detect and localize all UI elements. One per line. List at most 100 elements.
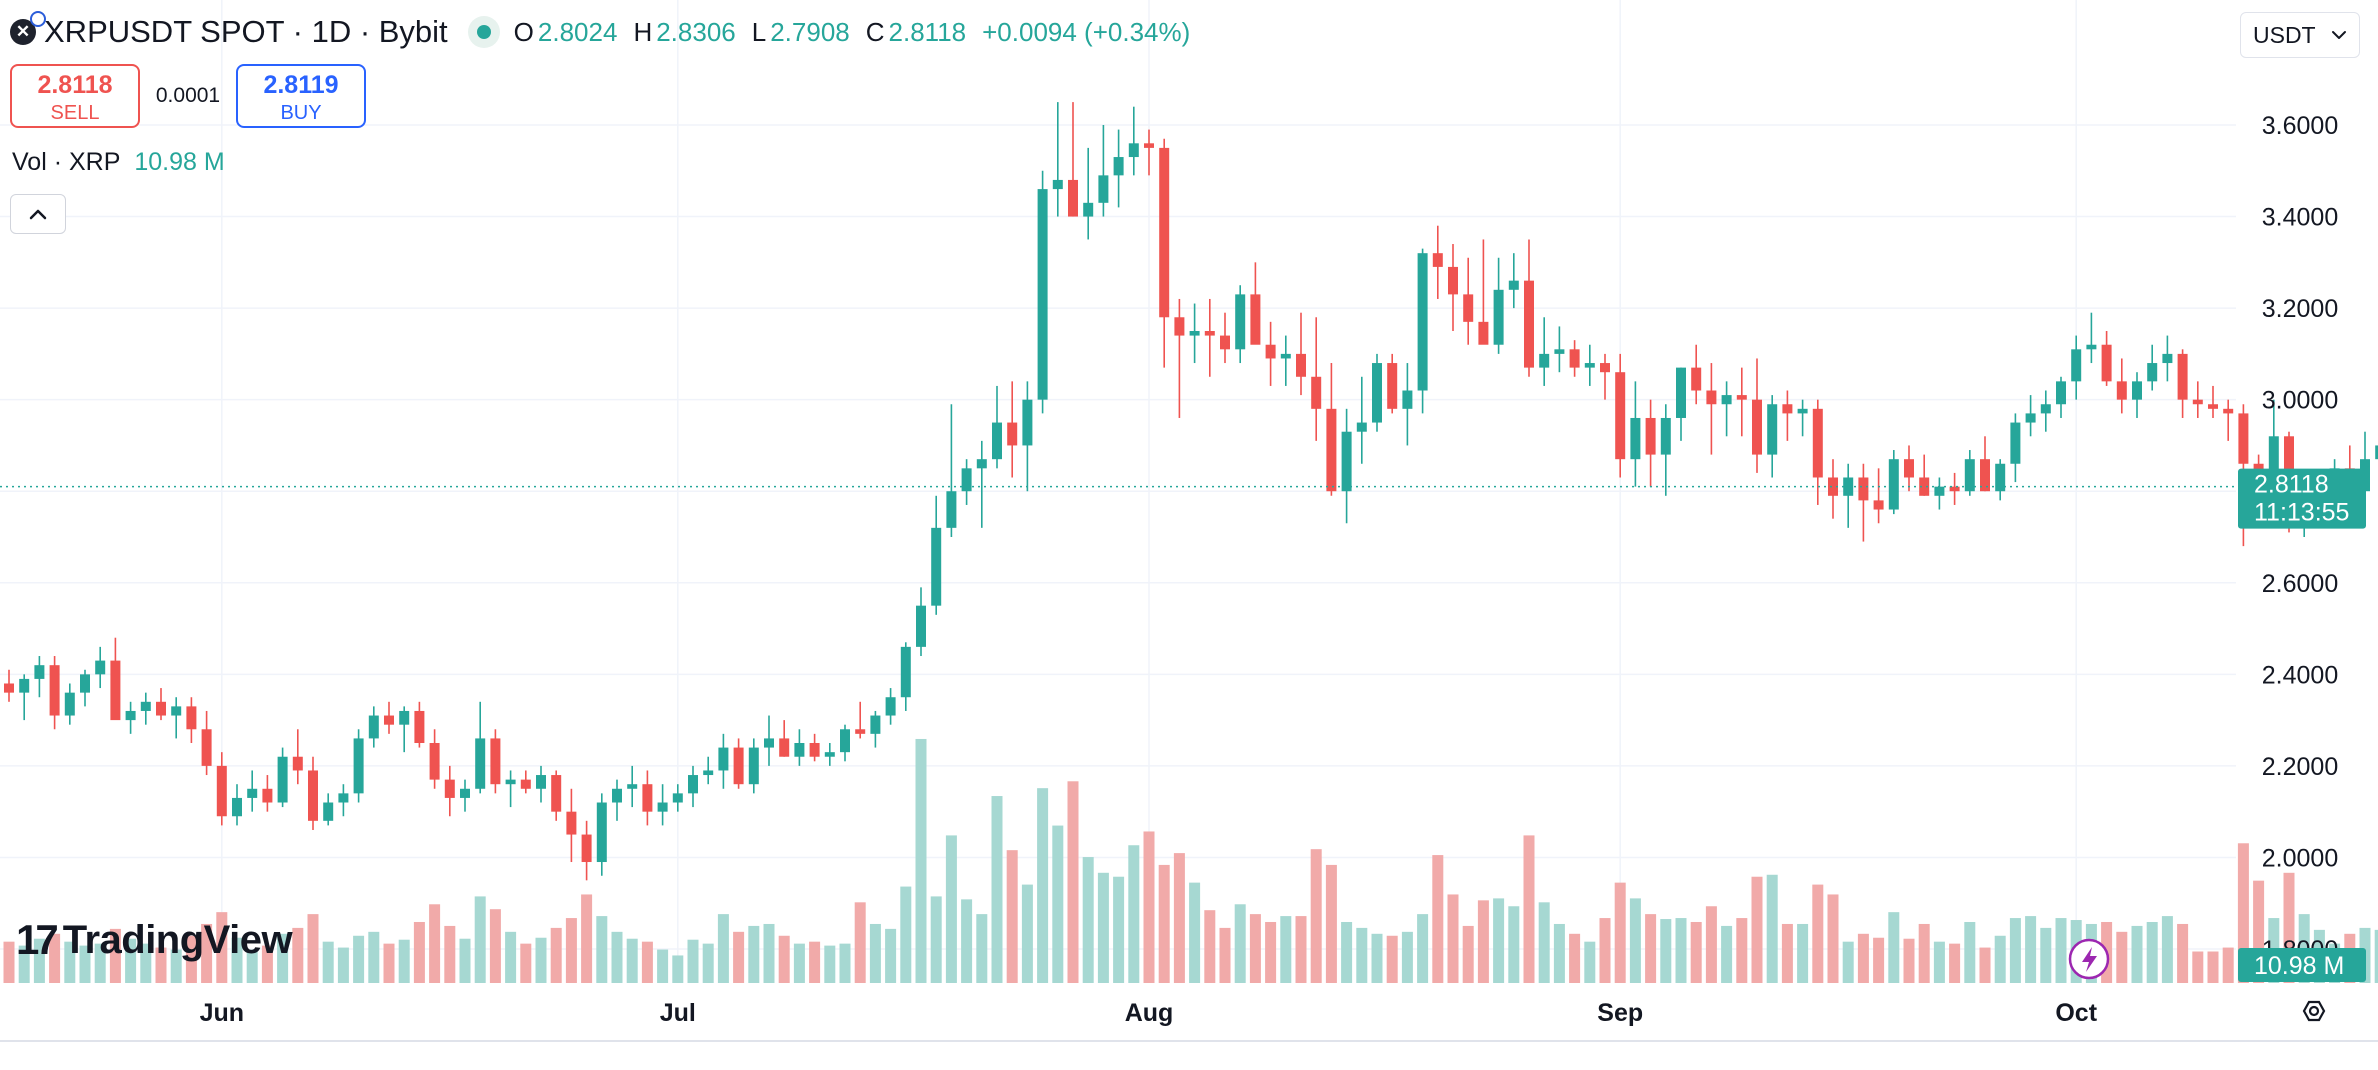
close-label: C (865, 16, 885, 47)
volume-bar (140, 943, 152, 983)
volume-bar (1021, 884, 1033, 983)
candle-body (764, 738, 774, 748)
volume-legend-value: 10.98 M (134, 148, 225, 176)
volume-bar (2177, 923, 2189, 983)
candle-body (1068, 179, 1078, 217)
candle-body (1919, 477, 1930, 496)
candle-body (1873, 500, 1884, 510)
volume-bar (2025, 916, 2037, 983)
volume-bar (1158, 864, 1170, 983)
volume-bar (1037, 788, 1049, 983)
volume-bar (246, 949, 258, 983)
candle-body (2010, 422, 2021, 464)
candle-body (2147, 363, 2158, 382)
candle-body (870, 715, 881, 734)
volume-bar (717, 914, 729, 983)
volume-bar (748, 925, 760, 983)
candle-body (505, 779, 516, 785)
volume-bar (2237, 843, 2249, 983)
candle-body (809, 743, 820, 757)
volume-bar (991, 796, 1003, 983)
candle-body (399, 710, 410, 725)
chevron-up-icon (29, 209, 47, 220)
candle-body (156, 701, 166, 716)
volume-bar (505, 931, 517, 983)
candle-body (1311, 376, 1322, 409)
volume-bar (1538, 902, 1550, 983)
market-status-icon[interactable] (467, 16, 500, 48)
candle-body (1660, 417, 1671, 455)
volume-bar (763, 923, 775, 983)
candle-body (1797, 408, 1808, 414)
open-value: 2.8024 (537, 16, 618, 47)
candle-body (1417, 253, 1428, 391)
candle-body (1144, 143, 1154, 148)
candle-body (900, 646, 911, 698)
month-tick-label: Oct (2055, 999, 2097, 1027)
volume-bar (1447, 894, 1459, 983)
volume-bar (809, 941, 821, 983)
candle-body (1736, 395, 1747, 400)
volume-bar (1310, 849, 1322, 983)
volume-bar (185, 935, 197, 983)
spread-value: 0.0001 (155, 84, 221, 107)
price-tick-label: 3.2000 (2262, 295, 2338, 323)
candle-body (4, 683, 14, 693)
volume-bar (368, 931, 380, 983)
volume-bar (1128, 845, 1140, 983)
tradingview-logo[interactable]: 17 TradingView (16, 916, 293, 964)
last-volume-badge (2238, 948, 2366, 982)
volume-bar (1629, 898, 1641, 983)
low-value: 2.7908 (770, 16, 850, 47)
volume-bar (2040, 927, 2052, 983)
high-label: H (633, 16, 653, 47)
currency-select[interactable]: USDT (2240, 12, 2360, 58)
candle-body (1326, 408, 1337, 492)
volume-bar (581, 894, 593, 983)
chevron-down-icon (2332, 31, 2346, 39)
volume-bar (277, 933, 289, 983)
candle-body (2025, 413, 2036, 423)
volume-bar (1006, 850, 1018, 983)
candle-body (885, 697, 896, 716)
sell-button[interactable]: 2.8118 SELL (10, 64, 140, 128)
candle-body (703, 770, 714, 776)
lightning-icon[interactable] (2068, 938, 2110, 980)
candle-body (1691, 367, 1702, 391)
gear-center (2308, 1005, 2320, 1017)
candle-body (368, 715, 379, 739)
candle-body (110, 660, 121, 721)
tradingview-logo-text: TradingView (62, 917, 293, 962)
collapse-legend-button[interactable] (10, 194, 66, 234)
candle-body (1189, 331, 1200, 336)
volume-bar (1903, 938, 1915, 983)
candle-body (140, 701, 151, 711)
volume-legend[interactable]: Vol · XRP 10.98 M (12, 148, 225, 177)
volume-bar (33, 938, 45, 983)
candle-body (1934, 486, 1945, 496)
candle-body (1098, 175, 1109, 203)
volume-bar (155, 947, 167, 983)
candle-body (1980, 459, 1990, 492)
buy-button[interactable]: 2.8119 BUY (236, 64, 366, 128)
volume-bar (900, 886, 912, 983)
settings-gear-icon[interactable] (2302, 1000, 2326, 1022)
chart-header: ✕ XRPUSDT SPOT · 1D · Bybit O 2.8024 H 2.8… (10, 10, 1190, 54)
volume-bar (261, 945, 273, 983)
candle-body (1128, 143, 1139, 158)
price-tick-label: 2.2000 (2262, 753, 2338, 781)
volume-bar (383, 943, 395, 983)
candle-body (2238, 413, 2249, 464)
symbol-title[interactable]: XRPUSDT SPOT · 1D · Bybit (44, 14, 448, 49)
price-tick-label: 2.0000 (2262, 844, 2338, 872)
volume-bar (1173, 853, 1185, 983)
candle-body (80, 674, 90, 693)
month-tick-label: Jul (660, 999, 696, 1027)
volume-bar (1265, 921, 1277, 983)
candle-body (2208, 404, 2218, 409)
x-circle-icon[interactable]: ✕ (10, 11, 46, 45)
candle-body (1569, 349, 1580, 368)
volume-bar (1113, 876, 1125, 983)
volume-bar (2116, 931, 2128, 983)
